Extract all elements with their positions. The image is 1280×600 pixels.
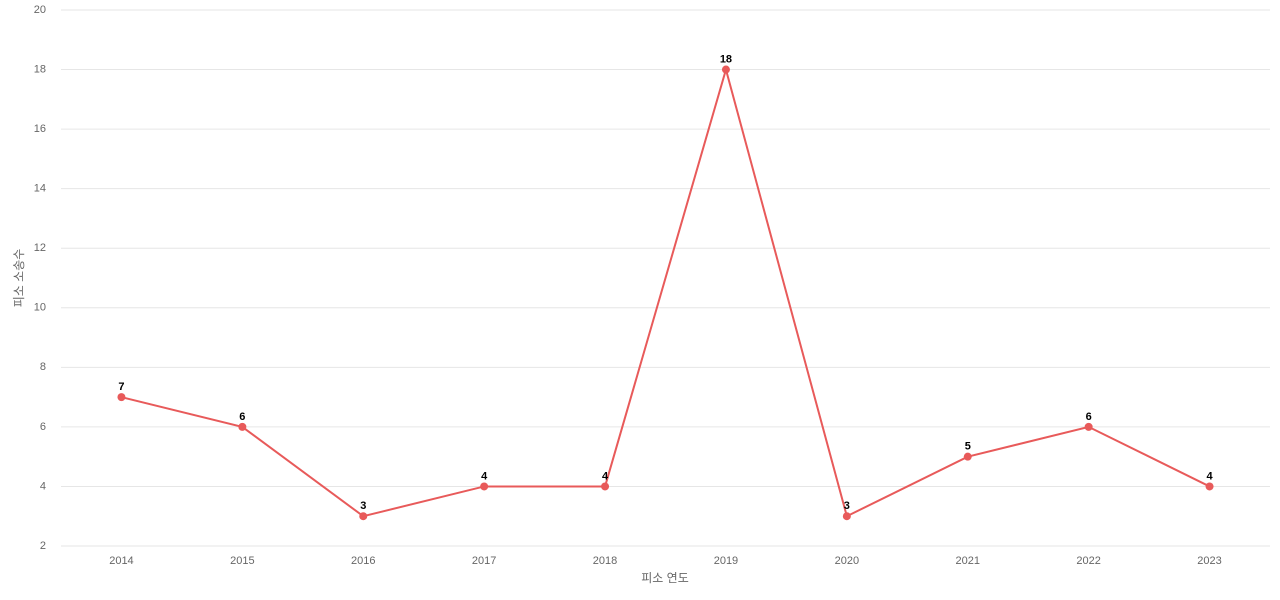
y-tick-label: 8 xyxy=(40,361,46,373)
x-axis-title: 피소 연도 xyxy=(641,571,689,585)
y-tick-label: 2 xyxy=(40,540,46,552)
data-label: 4 xyxy=(1206,470,1213,482)
y-tick-label: 18 xyxy=(34,63,46,75)
point xyxy=(480,482,489,491)
data-label: 7 xyxy=(118,381,124,393)
y-tick-label: 12 xyxy=(34,242,46,254)
y-tick-label: 16 xyxy=(34,123,46,135)
data-label: 5 xyxy=(965,441,971,453)
data-label: 6 xyxy=(239,411,245,423)
y-tick-label: 20 xyxy=(34,4,46,16)
x-tick-label: 2017 xyxy=(472,555,496,567)
data-label: 4 xyxy=(481,470,488,482)
y-axis-title: 피소 소송수 xyxy=(12,249,26,308)
point xyxy=(1084,422,1093,431)
point xyxy=(238,422,247,431)
x-tick-label: 2016 xyxy=(351,555,375,567)
x-tick-label: 2019 xyxy=(714,555,738,567)
point xyxy=(963,452,972,461)
x-tick-label: 2015 xyxy=(230,555,254,567)
data-label: 3 xyxy=(360,500,366,512)
point xyxy=(842,512,851,521)
y-tick-label: 10 xyxy=(34,302,46,314)
data-label: 3 xyxy=(844,500,850,512)
x-tick-label: 2022 xyxy=(1076,555,1100,567)
x-tick-label: 2020 xyxy=(835,555,859,567)
point xyxy=(359,512,368,521)
point xyxy=(1205,482,1214,491)
x-tick-label: 2014 xyxy=(109,555,133,567)
x-tick-label: 2021 xyxy=(956,555,980,567)
line xyxy=(121,65,1210,518)
y-tick-label: 4 xyxy=(40,480,46,492)
data-label: 4 xyxy=(602,470,609,482)
y-tick-label: 6 xyxy=(40,421,46,433)
x-tick-label: 2018 xyxy=(593,555,617,567)
data-label: 6 xyxy=(1086,411,1092,423)
point xyxy=(117,393,126,402)
point xyxy=(601,482,610,491)
y-tick-label: 14 xyxy=(34,183,46,195)
x-tick-label: 2023 xyxy=(1197,555,1221,567)
data-label: 18 xyxy=(720,53,732,65)
point xyxy=(721,65,730,74)
